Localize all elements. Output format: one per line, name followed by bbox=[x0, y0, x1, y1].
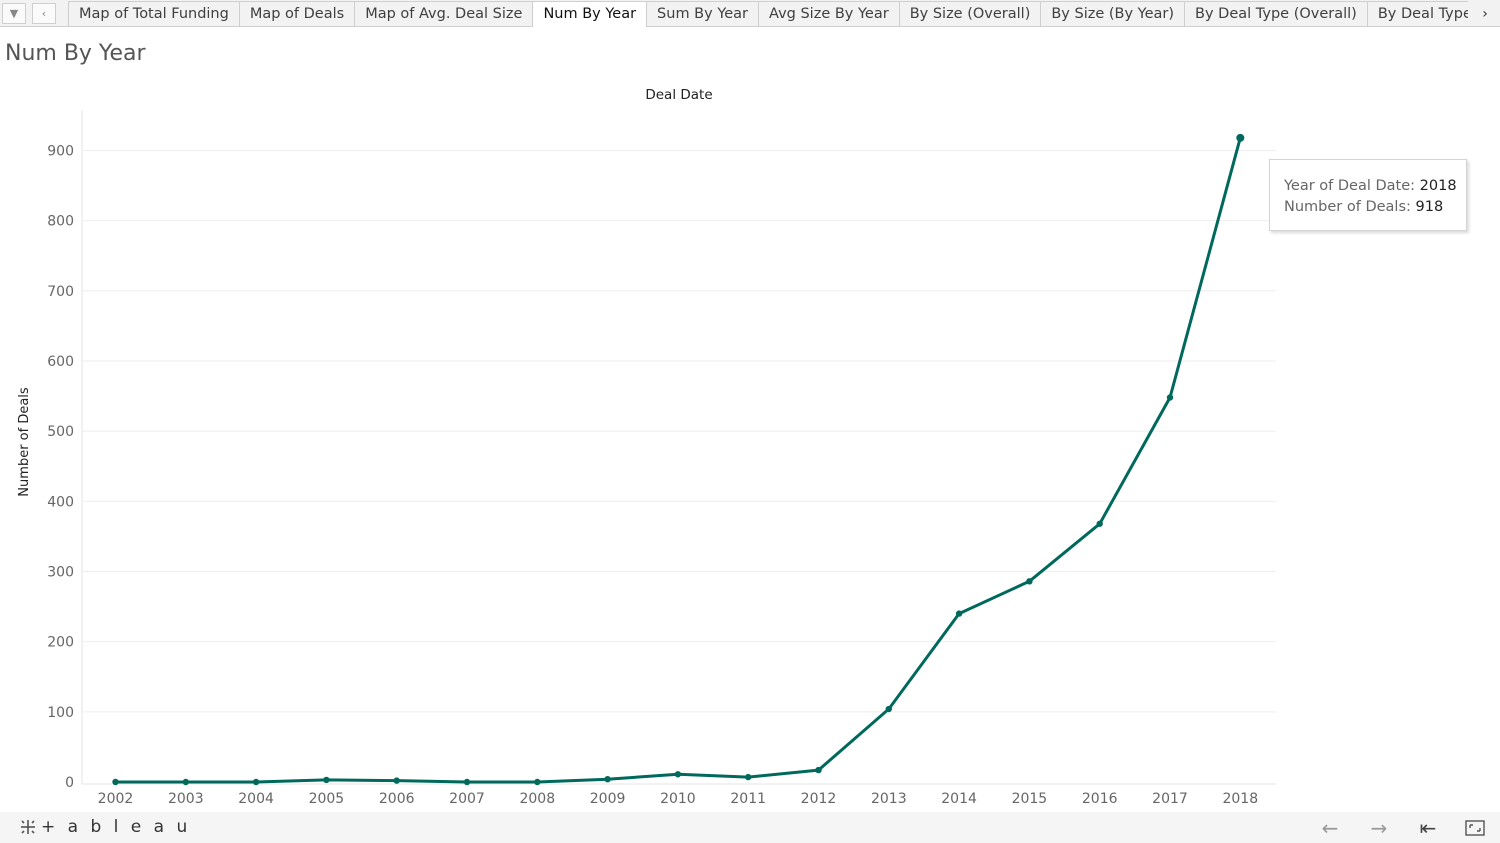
undo-arrow-icon[interactable]: ← bbox=[1321, 816, 1339, 840]
x-tick-label: 2004 bbox=[238, 791, 274, 807]
data-point bbox=[1236, 133, 1245, 142]
x-tick-label: 2012 bbox=[801, 791, 837, 807]
tab-map-of-deals[interactable]: Map of Deals bbox=[238, 1, 356, 26]
fullscreen-frame-icon bbox=[1465, 820, 1485, 836]
tab-by-deal-type-overall[interactable]: By Deal Type (Overall) bbox=[1184, 1, 1368, 26]
data-point bbox=[745, 773, 752, 781]
sheet-tabs: Map of Total Funding Map of Deals Map of A… bbox=[68, 1, 1468, 27]
data-point bbox=[815, 766, 822, 774]
data-point bbox=[955, 610, 963, 617]
data-point bbox=[1096, 520, 1103, 527]
revert-icon[interactable]: ⇤ bbox=[1419, 816, 1437, 840]
y-tick-label: 100 bbox=[47, 705, 74, 721]
data-point bbox=[604, 775, 611, 783]
y-tick-label: 200 bbox=[47, 635, 74, 651]
y-tick-label: 600 bbox=[47, 354, 74, 370]
x-tick-label: 2005 bbox=[309, 791, 345, 807]
x-tick-label: 2014 bbox=[941, 791, 977, 807]
x-tick-label: 2015 bbox=[1012, 791, 1048, 807]
tooltip-deals-value: 918 bbox=[1415, 199, 1444, 215]
x-tick-label: 2006 bbox=[379, 791, 415, 807]
tab-menu-dropdown-icon[interactable]: ▼ bbox=[2, 3, 26, 24]
data-point bbox=[463, 778, 471, 786]
data-point bbox=[393, 777, 400, 784]
y-tick-label: 400 bbox=[47, 494, 74, 510]
x-tick-label: 2010 bbox=[660, 791, 696, 807]
line-chart: 0 100 200 300 400 500 600 700 800 900 2002 2003 2004… bbox=[17, 87, 1276, 807]
tab-by-size-by-year[interactable]: By Size (By Year) bbox=[1040, 1, 1186, 26]
y-tick-label: 800 bbox=[47, 214, 74, 230]
x-tick-label: 2011 bbox=[730, 791, 766, 807]
y-tick-label: 700 bbox=[47, 284, 74, 300]
tab-num-by-year[interactable]: Num By Year bbox=[532, 1, 648, 27]
tableau-plus-icon bbox=[21, 820, 35, 834]
toolbar-footer: + a b l e a u ← → ⇤ bbox=[0, 812, 1500, 843]
x-tick-label: 2017 bbox=[1152, 791, 1188, 807]
redo-arrow-icon[interactable]: → bbox=[1370, 816, 1388, 840]
y-axis-label: Number of Deals bbox=[17, 387, 32, 497]
x-tick-label: 2003 bbox=[168, 791, 204, 807]
y-tick-label: 0 bbox=[65, 775, 74, 791]
y-tick-label: 500 bbox=[47, 424, 74, 440]
x-tick-label: 2018 bbox=[1222, 791, 1258, 807]
tab-map-of-total-funding[interactable]: Map of Total Funding bbox=[68, 1, 240, 26]
tab-by-deal-type-b[interactable]: By Deal Type (B bbox=[1366, 1, 1468, 26]
data-point bbox=[182, 778, 189, 786]
x-tick-label: 2008 bbox=[519, 791, 555, 807]
sheet-tab-bar: ▼ ‹ Map of Total Funding Map of Deals Map … bbox=[0, 0, 1500, 27]
tab-sum-by-year[interactable]: Sum By Year bbox=[646, 1, 760, 26]
data-point bbox=[674, 771, 682, 778]
data-point bbox=[534, 778, 541, 786]
tab-scroll-left-icon[interactable]: ‹ bbox=[32, 3, 56, 24]
tooltip-deals-label: Number of Deals: bbox=[1284, 199, 1411, 215]
tooltip-year-label: Year of Deal Date: bbox=[1284, 178, 1416, 194]
tooltip-year-value: 2018 bbox=[1419, 178, 1457, 194]
tooltip: Year of Deal Date: 2018 Number of Deals:… bbox=[1269, 159, 1467, 231]
data-point bbox=[885, 705, 892, 713]
tab-by-size-overall[interactable]: By Size (Overall) bbox=[898, 1, 1042, 26]
fullscreen-icon[interactable] bbox=[1463, 818, 1487, 838]
y-tick-label: 300 bbox=[47, 564, 74, 580]
x-tick-label: 2009 bbox=[590, 791, 626, 807]
chart-title: Deal Date bbox=[645, 87, 712, 103]
series-line bbox=[115, 137, 1242, 784]
data-point bbox=[1166, 394, 1174, 401]
data-point bbox=[252, 778, 260, 786]
tableau-logo[interactable]: + a b l e a u bbox=[18, 817, 191, 837]
x-tick-label: 2002 bbox=[98, 791, 134, 807]
tab-avg-size-by-year[interactable]: Avg Size By Year bbox=[758, 1, 900, 26]
tab-map-of-avg-deal-size[interactable]: Map of Avg. Deal Size bbox=[354, 1, 534, 26]
sheet-title: Num By Year bbox=[5, 41, 146, 66]
data-point bbox=[323, 776, 330, 784]
tableau-wordmark: + a b l e a u bbox=[41, 817, 191, 837]
x-tick-label: 2016 bbox=[1082, 791, 1118, 807]
x-tick-label: 2007 bbox=[449, 791, 485, 807]
data-point bbox=[112, 778, 119, 786]
x-tick-label: 2013 bbox=[871, 791, 907, 807]
tab-scroll-right-icon[interactable]: › bbox=[1470, 1, 1500, 26]
y-tick-label: 900 bbox=[47, 143, 74, 159]
data-point bbox=[1026, 578, 1033, 585]
